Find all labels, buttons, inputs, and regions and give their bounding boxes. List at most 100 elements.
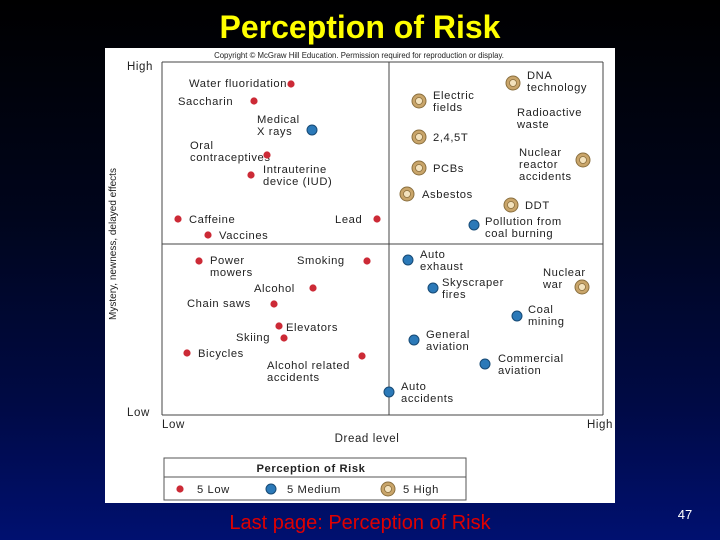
risk-label-line: Auto [401,381,426,393]
risk-perception-diagram: Copyright © McGraw Hill Education. Permi… [108,51,613,501]
risk-item-asbestos: Asbestos [399,186,473,202]
risk-label-line: Nuclear [543,267,586,279]
risk-label-line: technology [527,82,587,94]
risk-label-line: Auto [420,249,445,261]
risk-label-general-aviation: General aviation [426,329,470,353]
risk-marker-high [575,152,591,168]
risk-item-skyscraper-fires: Skyscraper fires [427,277,504,301]
risk-label-auto-accidents: Auto accidents [401,381,454,405]
risk-marker-medium [402,254,414,266]
legend-label-low: 5 Low [197,484,230,496]
risk-label-line: mowers [210,267,253,279]
risk-label-alcohol: Alcohol [254,283,295,295]
risk-item-electric-fields: Electric fields [411,90,474,114]
risk-item-nuclear-war: Nuclear war [542,267,590,295]
risk-marker-medium [479,358,491,370]
risk-label-245t: 2,4,5T [433,132,468,144]
risk-marker-medium [511,310,523,322]
risk-label-skyscraper-fires: Skyscraper fires [442,277,504,301]
risk-label-alcohol-accidents: Alcohol related accidents [267,360,350,384]
risk-label-line: Saccharin [178,96,233,108]
risk-label-line: Pollution from [485,216,562,228]
risk-marker-low [280,334,288,342]
risk-label-line: aviation [426,341,469,353]
risk-label-line: PCBs [433,163,464,175]
risk-marker-high [411,93,427,109]
y-axis-low-label: Low [127,407,150,419]
risk-label-caffeine: Caffeine [189,214,235,226]
risk-label-line: device (IUD) [263,176,332,188]
risk-label-line: contraceptives [190,152,271,164]
risk-label-line: Radioactive [517,107,582,119]
risk-label-line: Elevators [286,322,338,334]
risk-item-auto-exhaust: Auto exhaust [402,249,464,273]
risk-label-bicycles: Bicycles [198,348,244,360]
x-axis-high-label: High [587,419,613,431]
risk-item-lead: Lead [335,214,381,226]
risk-label-line: Lead [335,214,362,226]
risk-item-medical-x-rays: Medical X rays [257,114,318,138]
risk-item-auto-accidents: Auto accidents [383,381,454,405]
risk-label-line: Intrauterine [263,164,327,176]
risk-item-iud: Intrauterine device (IUD) [247,164,332,188]
risk-marker-low [309,284,317,292]
risk-label-oral-contraceptives: Oral contraceptives [190,140,271,164]
risk-marker-medium [468,219,480,231]
risk-item-coal-pollution: Pollution from coal burning [468,216,562,240]
risk-label-line: Alcohol related [267,360,350,372]
risk-label-coal-pollution: Pollution from coal burning [485,216,562,240]
y-axis-high-label: High [127,61,153,73]
x-axis-title: Dread level [335,433,400,445]
risk-label-line: Nuclear [519,147,562,159]
risk-marker-low [195,257,203,265]
risk-label-line: 2,4,5T [433,132,468,144]
risk-marker-high [505,75,521,91]
risk-label-line: DNA [527,70,552,82]
risk-marker-medium [306,124,318,136]
risk-marker-low [204,231,212,239]
risk-item-alcohol: Alcohol [254,283,317,295]
risk-label-line: Water fluoridation [189,78,287,90]
risk-item-nuclear-reactor-accidents: Nuclear reactor accidents [519,147,591,183]
legend-marker-high [380,481,396,497]
risk-label-saccharin: Saccharin [178,96,233,108]
risk-item-radioactive-waste: Radioactive waste [516,107,582,131]
page-number: 47 [677,507,693,522]
risk-label-medical-x-rays: Medical X rays [257,114,300,138]
risk-label-asbestos: Asbestos [422,189,473,201]
copyright-notice: Copyright © McGraw Hill Education. Permi… [214,51,504,60]
risk-label-smoking: Smoking [297,255,345,267]
legend-label-medium: 5 Medium [287,484,341,496]
risk-item-power-mowers: Power mowers [195,255,252,279]
risk-marker-low [358,352,366,360]
risk-label-line: accidents [401,393,454,405]
risk-label-line: Electric [433,90,474,102]
risk-label-line: X rays [257,126,292,138]
risk-marker-high [503,197,519,213]
risk-label-line: Caffeine [189,214,235,226]
risk-label-line: Vaccines [219,230,268,242]
risk-label-iud: Intrauterine device (IUD) [263,164,332,188]
risk-item-bicycles: Bicycles [183,348,243,360]
risk-marker-low [373,215,381,223]
risk-label-line: aviation [498,365,541,377]
risk-label-line: waste [516,119,549,131]
risk-label-line: accidents [267,372,320,384]
risk-marker-low [287,80,295,88]
risk-label-lead: Lead [335,214,362,226]
risk-item-pcbs: PCBs [411,160,464,176]
risk-item-commercial-aviation: Commercial aviation [479,353,563,377]
risk-label-line: exhaust [420,261,464,273]
risk-label-line: Coal [528,304,553,316]
risk-item-saccharin: Saccharin [178,96,258,108]
risk-label-ddt: DDT [525,200,550,212]
risk-marker-low [363,257,371,265]
legend-label-high: 5 High [403,484,439,496]
risk-label-line: coal burning [485,228,553,240]
risk-label-auto-exhaust: Auto exhaust [420,249,464,273]
risk-label-vaccines: Vaccines [219,230,268,242]
legend-items: 5 Low 5 Medium 5 High [176,481,439,497]
risk-item-elevators: Elevators [275,322,338,334]
risk-label-coal-mining: Coal mining [528,304,565,328]
x-axis-low-label: Low [162,419,185,431]
